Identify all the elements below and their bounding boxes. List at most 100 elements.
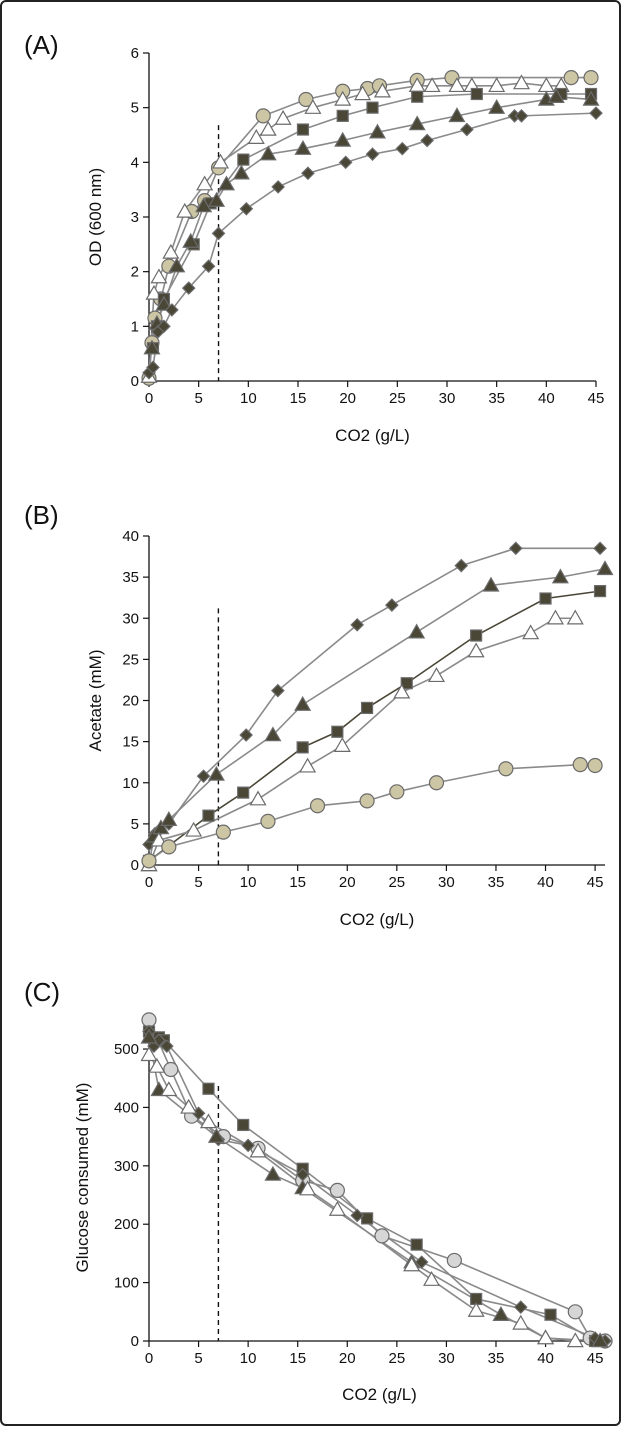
panel-b-series-5-point <box>498 761 514 777</box>
panel-b-x-tick-label: 45 <box>587 874 604 891</box>
panel-b-series-3-line <box>148 590 601 862</box>
panel-c-label: (C) <box>24 977 60 1007</box>
panel-a-series-4-point <box>208 191 226 207</box>
panel-a-series-2-point <box>259 120 277 136</box>
panel-a-x-tick-label: 45 <box>588 390 605 407</box>
panel-c-series-5-point <box>566 1332 584 1348</box>
panel-b-x-tick-label: 40 <box>537 874 554 891</box>
panel-c-series-5-point <box>467 1301 485 1317</box>
panel-a-series-3-point <box>296 123 310 136</box>
panel-b-series-4-point <box>249 790 267 806</box>
panel-b-series-4-point <box>467 642 485 658</box>
panel-b-x-axis-title: CO2 (g/L) <box>340 910 415 929</box>
panel-a-series-2-point <box>373 82 391 98</box>
panel-a-series-4-point <box>368 123 387 139</box>
panel-a-x-axis-title: CO2 (g/L) <box>335 426 410 445</box>
panel-c-x-tick-label: 30 <box>438 1350 455 1367</box>
panel-a-series-5-point <box>395 141 410 156</box>
panel-a-series-5-point <box>271 180 285 194</box>
panel-b-series-5-point <box>309 798 326 814</box>
panel-a-series-2-point <box>196 175 214 191</box>
panel-b-series-5-point <box>215 824 231 840</box>
panel-a-series-5-point <box>589 106 603 120</box>
panel-a-series-5-point <box>157 319 171 334</box>
panel-b-x-tick-label: 0 <box>145 874 153 891</box>
panel-b-series-2-point <box>596 560 614 576</box>
panel-c-series-3-point <box>414 1255 429 1270</box>
panel-c-x-tick-label: 20 <box>339 1350 356 1367</box>
panel-a-series-2-point <box>488 77 506 93</box>
panel-c-x-tick-label: 25 <box>389 1350 406 1367</box>
panel-b-series-3-point <box>237 786 250 799</box>
panel-b-series-4-point <box>185 821 203 837</box>
panel-b-series-3-point <box>360 701 374 715</box>
panel-b-x-tick-label: 5 <box>194 874 202 891</box>
panel-a-series-5-point <box>201 259 216 274</box>
panel-b-x-tick-label: 20 <box>339 874 356 891</box>
panel-a-x-tick-label: 40 <box>538 390 555 407</box>
panel-c-x-tick-label: 5 <box>194 1350 202 1367</box>
panel-a-series-4-point <box>232 164 250 180</box>
panel-b-y-tick-label: 15 <box>122 734 139 751</box>
panel-b-series-3-point <box>593 585 607 598</box>
panel-c-chart: (C) 0 100 200 300 400 500 0 5 10 15 20 25 30 35 40 45 CO… <box>24 977 613 1404</box>
panel-a-series-4-point <box>182 232 200 248</box>
panel-c-y-tick-label: 500 <box>114 1041 139 1058</box>
panel-a-series-4-point <box>408 115 426 131</box>
panel-b-series-2-point <box>551 568 569 584</box>
panel-b-series-5-point <box>141 853 157 869</box>
panel-a-series-5-point <box>365 147 380 161</box>
panel-c-series-4-point <box>140 1028 158 1044</box>
panel-c-series-5-point <box>180 1098 198 1114</box>
panel-a-series-5-point <box>211 226 226 241</box>
panel-b-series-4-point <box>427 667 446 683</box>
panel-b-series-5-point <box>359 793 375 809</box>
panel-b-y-tick-label: 20 <box>122 693 139 710</box>
panel-a-series-5-point <box>164 303 179 317</box>
panel-a-x-tick-label: 5 <box>194 390 202 407</box>
panel-b-label: (B) <box>24 500 59 530</box>
panel-a-series-3-point <box>470 87 483 101</box>
panel-a-x-tick-label: 25 <box>389 390 406 407</box>
panel-a-x-tick-label: 0 <box>145 390 153 407</box>
panel-c-y-tick-label: 400 <box>114 1099 139 1116</box>
panel-b-x-tick-label: 25 <box>388 874 405 891</box>
panel-a-series-2-point <box>162 243 180 259</box>
panel-a-series-3-point <box>366 101 379 114</box>
panel-a-series-5-point <box>460 122 474 137</box>
panel-c-y-tick-label: 200 <box>114 1216 139 1233</box>
panel-c-x-tick-label: 35 <box>488 1350 505 1367</box>
panel-b-chart: (B) 0 5 10 15 20 25 30 35 40 0 5 10 15 20 25 30 35 40 45 CO… <box>24 500 614 929</box>
panel-c-series-5-point <box>423 1270 441 1286</box>
panel-b-series-1-point <box>350 617 365 632</box>
panel-c-series-5-point <box>299 1180 317 1196</box>
panel-a-series-4-point <box>168 257 186 273</box>
panel-a-series-4-point <box>488 98 506 114</box>
panel-c-series-2-point <box>361 1212 374 1225</box>
panel-b-series-1-point <box>593 541 607 556</box>
panel-a-series-2-point <box>176 202 194 218</box>
panel-b-series-4-point <box>333 737 351 752</box>
panel-c-series-2-point <box>544 1308 557 1321</box>
panel-b-y-tick-label: 30 <box>122 610 139 627</box>
panel-a-series-4-point <box>448 107 466 123</box>
panel-c-series-5-point <box>403 1256 421 1272</box>
panel-a-series-5-point <box>301 166 315 181</box>
panel-b-y-tick-label: 40 <box>122 528 139 545</box>
panel-b-series-2-point <box>152 819 170 835</box>
panel-a-series-2-point <box>512 74 531 90</box>
panel-a-series-5-point <box>514 109 529 123</box>
panel-b-series-3-point <box>400 677 413 690</box>
panel-b-series-4-point <box>393 683 411 699</box>
panel-a-series-2-point <box>304 98 322 114</box>
panel-a-series-4-point <box>547 88 565 103</box>
panel-a-series-3-point <box>336 109 349 122</box>
panel-c-series-1-point <box>446 1252 462 1269</box>
panel-c-series-5-point <box>140 1046 158 1062</box>
panel-c-series-4-point <box>207 1127 225 1143</box>
panel-c-series-4-point <box>591 1332 609 1348</box>
panel-b-series-5-point <box>587 757 603 774</box>
panel-a-y-tick-label: 6 <box>131 45 139 62</box>
panel-c-series-5-point <box>148 1057 166 1073</box>
